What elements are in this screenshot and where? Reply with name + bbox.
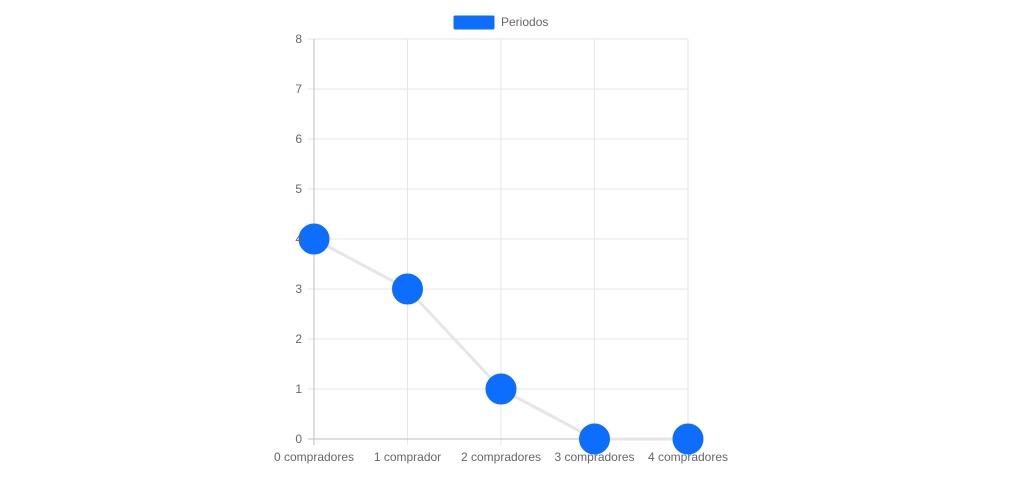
y-tick-label: 0 — [295, 432, 302, 446]
x-tick-label: 4 compradores — [648, 450, 728, 464]
y-tick-label: 8 — [295, 32, 302, 46]
y-tick-label: 6 — [295, 132, 302, 146]
data-point[interactable] — [579, 423, 610, 455]
data-point[interactable] — [672, 423, 704, 455]
y-tick-label: 3 — [295, 282, 302, 296]
series-points[interactable] — [298, 223, 704, 455]
data-point[interactable] — [392, 273, 423, 305]
tick-labels: 0 1 2 3 4 5 6 7 8 0 compradores 1 comprador 2 compr… — [274, 32, 728, 464]
y-tick-label: 1 — [295, 382, 302, 396]
y-tick-label: 2 — [295, 332, 302, 346]
x-tick-label: 2 compradores — [461, 450, 541, 464]
legend-label: Periodos — [501, 15, 548, 29]
legend-swatch — [453, 15, 495, 30]
y-tick-label: 4 — [295, 232, 302, 246]
y-tick-label: 7 — [295, 82, 302, 96]
y-tick-label: 5 — [295, 182, 302, 196]
data-point[interactable] — [485, 373, 517, 405]
grid — [308, 38, 689, 445]
x-tick-label: 3 compradores — [554, 450, 634, 464]
x-tick-label: 1 comprador — [374, 450, 441, 464]
x-tick-label: 0 compradores — [274, 450, 354, 464]
data-point[interactable] — [298, 223, 330, 255]
legend[interactable]: Periodos — [453, 15, 548, 30]
